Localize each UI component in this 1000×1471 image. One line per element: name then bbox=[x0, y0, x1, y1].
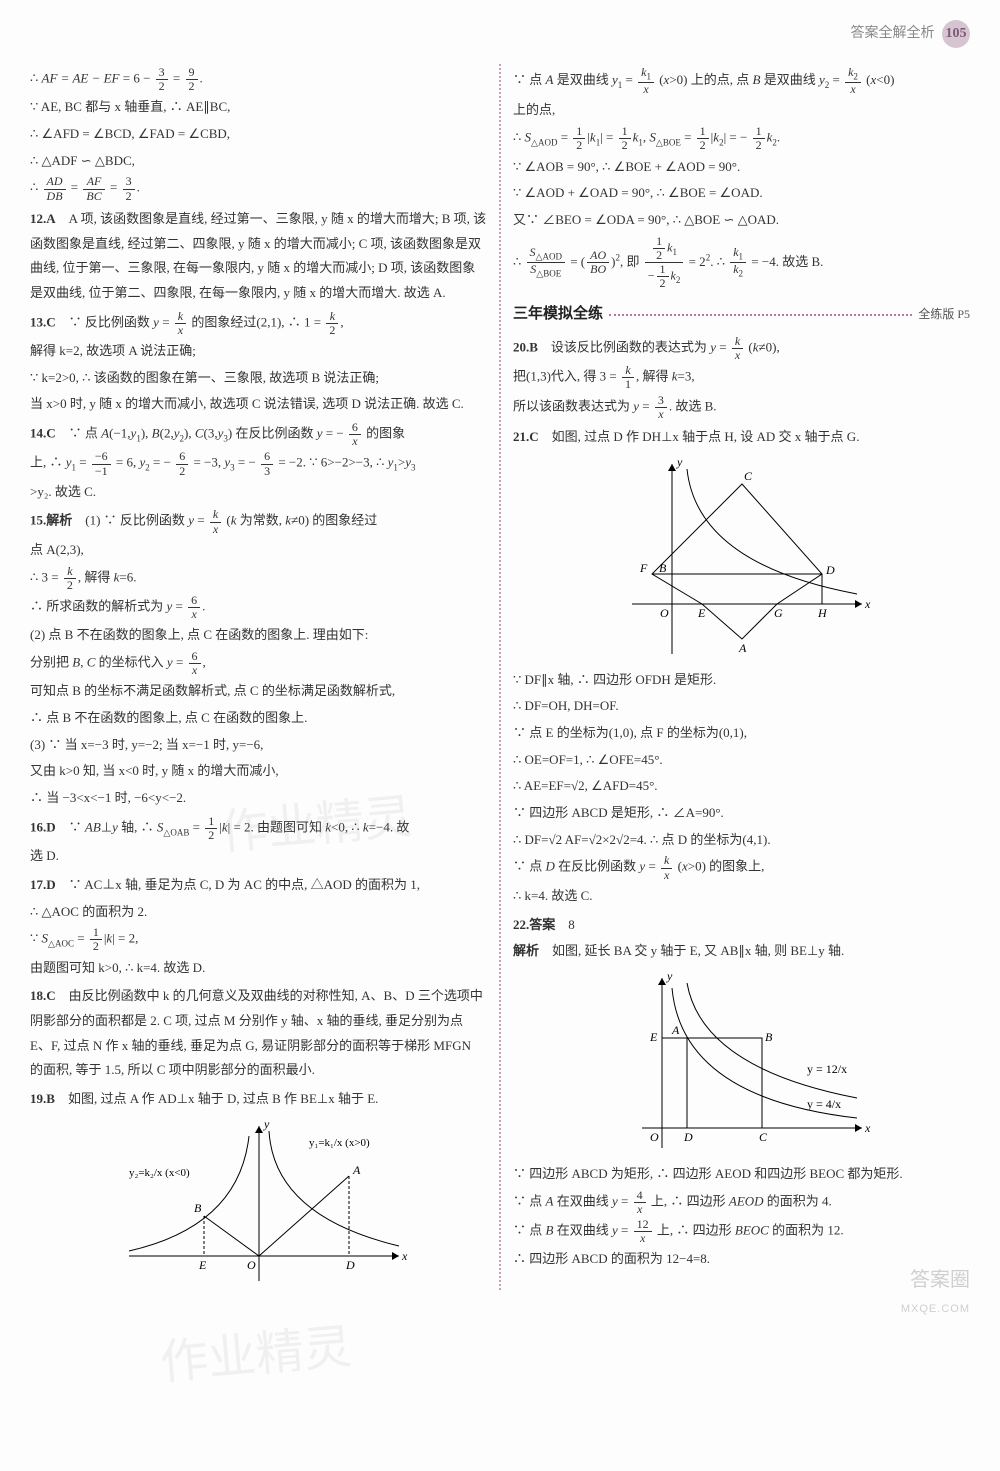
q17: 17.D ∵ AC⊥x 轴, 垂足为点 C, D 为 AC 的中点, △AOD … bbox=[30, 873, 487, 980]
q19: 19.B 如图, 过点 A 作 AD⊥x 轴于 D, 过点 B 作 BE⊥x 轴… bbox=[30, 1087, 487, 1286]
svg-text:y₂=k₂/x (x<0): y₂=k₂/x (x<0) bbox=[129, 1167, 190, 1179]
figure-19: x y O A B D E y₂=k₂/x (x<0) y₁=k₁/x (x>0… bbox=[109, 1116, 409, 1286]
svg-text:y = 4/x: y = 4/x bbox=[807, 1097, 841, 1111]
svg-text:E: E bbox=[198, 1258, 207, 1272]
svg-text:B: B bbox=[659, 561, 667, 575]
svg-text:D: D bbox=[345, 1258, 355, 1272]
figure-21: x y O F B C D H G E A bbox=[612, 454, 872, 664]
section-title: 三年模拟全练 bbox=[513, 300, 603, 329]
q15: 15.解析 (1) ∵ 反比例函数 y = kx (k 为常数, k≠0) 的图… bbox=[30, 508, 487, 810]
svg-text:y₁=k₁/x (x>0): y₁=k₁/x (x>0) bbox=[309, 1137, 370, 1149]
svg-text:O: O bbox=[660, 606, 669, 620]
svg-text:A: A bbox=[738, 641, 747, 655]
svg-text:A: A bbox=[352, 1163, 361, 1177]
svg-text:F: F bbox=[639, 561, 648, 575]
header-title: 答案全解全析 bbox=[851, 26, 935, 41]
svg-text:G: G bbox=[774, 606, 783, 620]
svg-text:B: B bbox=[194, 1201, 202, 1215]
svg-text:x: x bbox=[864, 1121, 871, 1135]
q12: 12.A A 项, 该函数图象是直线, 经过第一、三象限, y 随 x 的增大而… bbox=[30, 207, 487, 306]
sol-pre: ∴ AF = AE − EF = 6 − 32 = 92. ∵ AE, BC 都… bbox=[30, 66, 487, 203]
svg-text:y: y bbox=[676, 455, 683, 469]
svg-text:D: D bbox=[825, 563, 835, 577]
page-header: 答案全解全析 105 bbox=[30, 20, 970, 54]
svg-text:y: y bbox=[263, 1117, 270, 1131]
svg-text:x: x bbox=[864, 597, 871, 611]
figure-22: x y O E A B C D y = 12/x y = 4/x bbox=[612, 968, 872, 1158]
svg-text:E: E bbox=[649, 1030, 658, 1044]
svg-text:O: O bbox=[247, 1258, 256, 1272]
page-number: 105 bbox=[942, 20, 970, 48]
q13: 13.C ∵ 反比例函数 y = kx 的图象经过(2,1), ∴ 1 = k2… bbox=[30, 310, 487, 417]
svg-text:H: H bbox=[817, 606, 828, 620]
q16: 16.D ∵ AB⊥y 轴, ∴ S△OAB = 12|k| = 2. 由题图可… bbox=[30, 815, 487, 869]
svg-text:x: x bbox=[401, 1249, 408, 1263]
svg-text:O: O bbox=[650, 1130, 659, 1144]
svg-text:y = 12/x: y = 12/x bbox=[807, 1062, 847, 1076]
q21: 21.C 如图, 过点 D 作 DH⊥x 轴于点 H, 设 AD 交 x 轴于点… bbox=[513, 425, 970, 909]
section-bar: 三年模拟全练 全练版 P5 bbox=[513, 300, 970, 329]
q18: 18.C 由反比例函数中 k 的几何意义及双曲线的对称性知, A、B、D 三个选… bbox=[30, 984, 487, 1083]
right-column: ∵ 点 A 是双曲线 y1 = k1x (x>0) 上的点, 点 B 是双曲线 … bbox=[513, 64, 970, 1290]
svg-text:E: E bbox=[697, 606, 706, 620]
q14: 14.C ∵ 点 A(−1,y1), B(2,y2), C(3,y3) 在反比例… bbox=[30, 421, 487, 504]
svg-text:y: y bbox=[666, 969, 673, 983]
svg-text:B: B bbox=[765, 1030, 773, 1044]
q22: 22.答案 8 解析 如图, 延长 BA 交 y 轴于 E, 又 AB∥x 轴,… bbox=[513, 913, 970, 1273]
section-ref: 全练版 P5 bbox=[918, 303, 970, 326]
svg-text:C: C bbox=[759, 1130, 768, 1144]
q19-cont: ∵ 点 A 是双曲线 y1 = k1x (x>0) 上的点, 点 B 是双曲线 … bbox=[513, 66, 970, 290]
svg-text:A: A bbox=[671, 1023, 680, 1037]
watermark-2: 作业精灵 bbox=[156, 1302, 355, 1410]
column-divider bbox=[499, 64, 501, 1290]
q20: 20.B 设该反比例函数的表达式为 y = kx (k≠0), 把(1,3)代入… bbox=[513, 335, 970, 421]
left-column: ∴ AF = AE − EF = 6 − 32 = 92. ∵ AE, BC 都… bbox=[30, 64, 487, 1290]
svg-text:D: D bbox=[683, 1130, 693, 1144]
svg-text:C: C bbox=[744, 469, 753, 483]
